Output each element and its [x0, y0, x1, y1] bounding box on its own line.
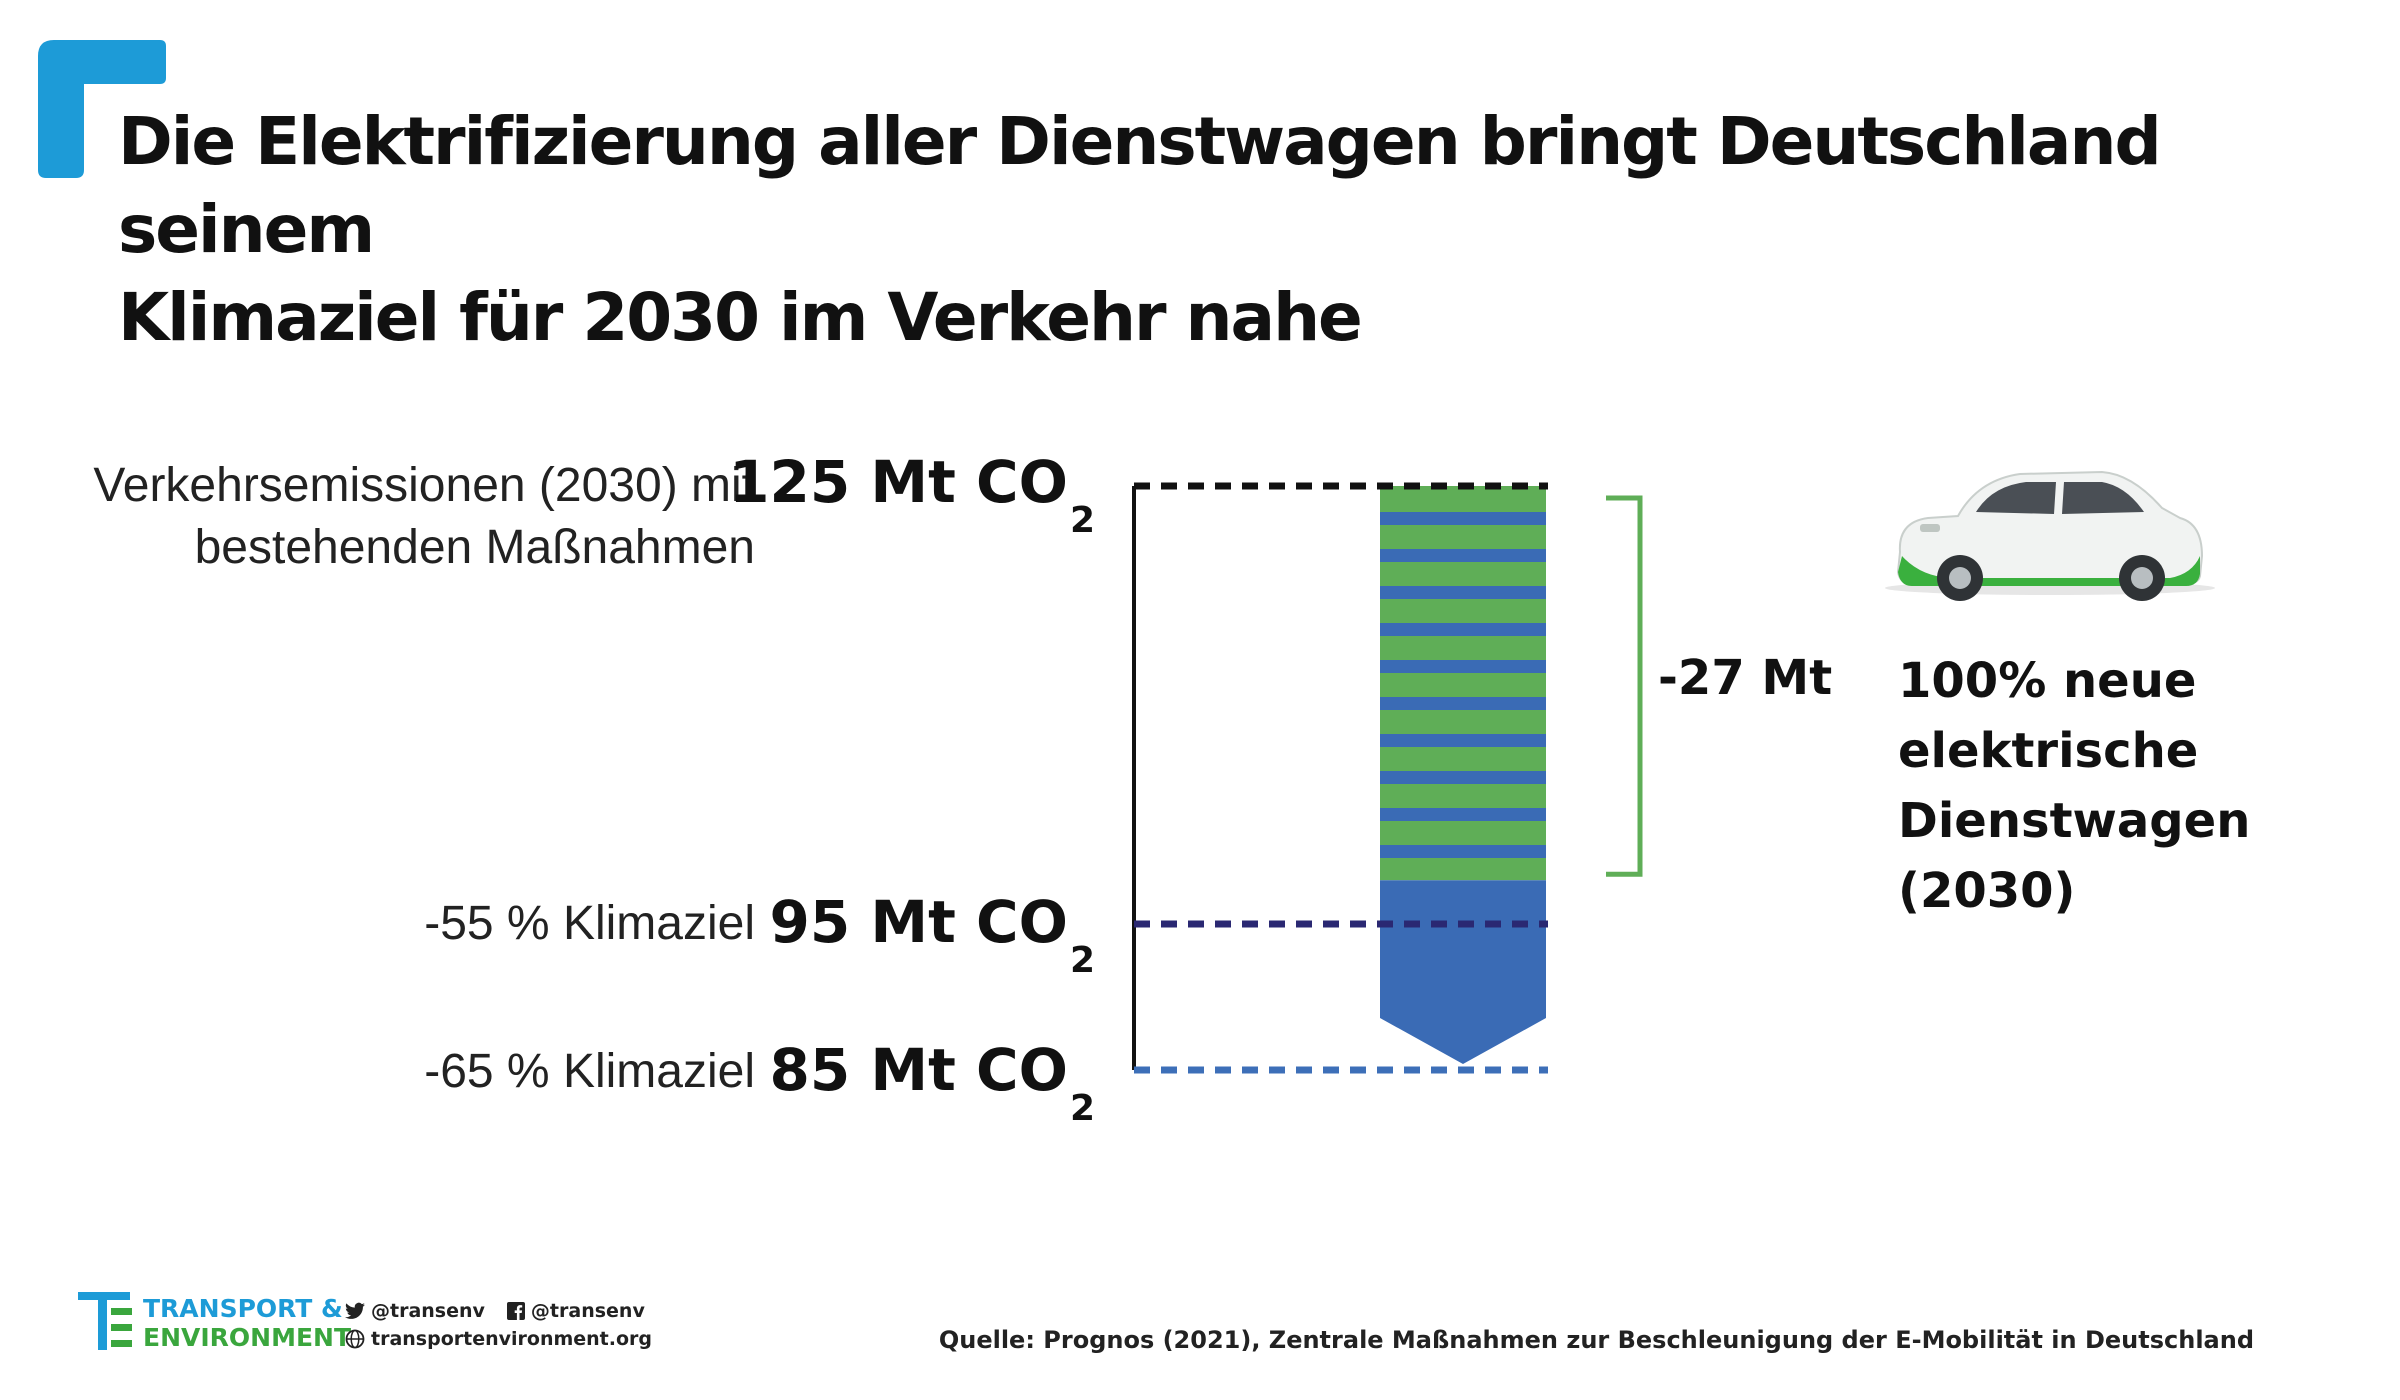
reduction-bar-segment: [1380, 486, 1546, 881]
reduction-bar-stripe: [1380, 586, 1546, 599]
reduction-bar-stripe: [1380, 808, 1546, 821]
car-caption-line-1: 100% neue: [1898, 653, 2197, 709]
reduction-bracket: [1606, 495, 1643, 877]
baseline-label-line-2: bestehenden Maßnahmen: [194, 521, 755, 574]
baseline-value-text: 125 Mt CO: [729, 448, 1068, 516]
website-url: transportenvironment.org: [371, 1328, 653, 1350]
website-link[interactable]: transportenvironment.org: [345, 1328, 652, 1350]
baseline-value: 125 Mt CO2: [729, 448, 1095, 541]
target-65-label-line: -65 % Klimaziel: [424, 1045, 755, 1098]
brand-name: TRANSPORT & ENVIRONMENT: [143, 1294, 351, 1352]
corner-bracket-icon: [38, 40, 166, 178]
twitter-handle: @transenv: [371, 1300, 485, 1322]
car-caption-line-4: (2030): [1898, 863, 2076, 919]
reduction-bar-stripe: [1380, 734, 1546, 747]
target-55-value-text: 95 Mt CO: [769, 888, 1068, 956]
car-icon: [1885, 470, 2215, 601]
page-title: Die Elektrifizierung aller Dienstwagen b…: [118, 98, 2298, 362]
reduction-bar-stripe: [1380, 845, 1546, 858]
facebook-icon: [506, 1302, 525, 1320]
target-65-value-text: 85 Mt CO: [769, 1036, 1068, 1104]
car-caption-line-3: Dienstwagen: [1898, 793, 2251, 849]
title-line-2: Klimaziel für 2030 im Verkehr nahe: [118, 279, 1363, 356]
title-line-1: Die Elektrifizierung aller Dienstwagen b…: [118, 103, 2162, 268]
target-65-label: -65 % Klimaziel: [424, 1041, 755, 1103]
reduction-bar-stripe: [1380, 512, 1546, 525]
twitter-link[interactable]: @transenv: [345, 1300, 485, 1322]
reduction-label: -27 Mt: [1658, 650, 1833, 706]
target-55-value-subscript: 2: [1069, 940, 1095, 981]
target-65-value: 85 Mt CO2: [770, 1036, 1095, 1129]
facebook-handle: @transenv: [530, 1300, 645, 1322]
target-65-value-subscript: 2: [1069, 1088, 1095, 1129]
reduction-bar-stripe: [1380, 697, 1546, 710]
baseline-value-subscript: 2: [1069, 500, 1095, 541]
reduction-bar-stripe: [1380, 771, 1546, 784]
target-55-label: -55 % Klimaziel: [424, 893, 755, 955]
reduction-bar-stripe: [1380, 660, 1546, 673]
reduction-bar-stripe: [1380, 549, 1546, 562]
baseline-label: Verkehrsemissionen (2030) mit bestehende…: [93, 455, 755, 579]
car-caption: 100% neue elektrische Dienstwagen (2030): [1898, 646, 2318, 926]
baseline-label-line-1: Verkehrsemissionen (2030) mit: [93, 459, 755, 512]
facebook-link[interactable]: @transenv: [506, 1300, 645, 1322]
globe-icon: [345, 1329, 365, 1349]
reduction-arrow: [1380, 880, 1546, 1064]
twitter-icon: [345, 1302, 365, 1319]
target-55-label-line: -55 % Klimaziel: [424, 897, 755, 950]
target-55-value: 95 Mt CO2: [770, 888, 1095, 981]
reduction-bar-stripe: [1380, 623, 1546, 636]
source-note: Quelle: Prognos (2021), Zentrale Maßnahm…: [938, 1326, 2254, 1354]
car-caption-line-2: elektrische: [1898, 723, 2199, 779]
te-logo-icon: [78, 1292, 132, 1350]
social-links: @transenv @transenv transportenvironment…: [345, 1297, 674, 1353]
brand-line-2: ENVIRONMENT: [143, 1323, 352, 1352]
brand-line-1: TRANSPORT &: [143, 1294, 343, 1323]
